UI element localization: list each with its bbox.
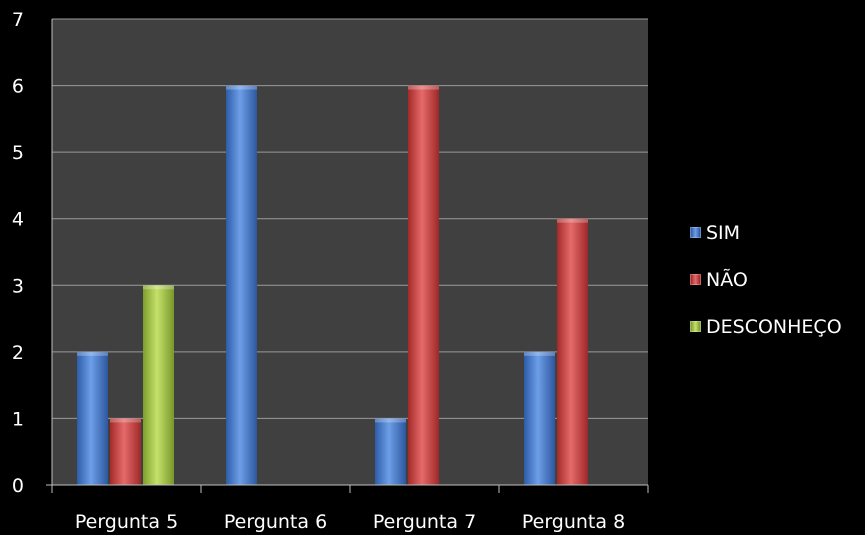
legend-item-sim: SIM (690, 220, 842, 245)
x-tick-label: Pergunta 7 (373, 511, 476, 533)
legend-swatch-desconheco (690, 321, 701, 332)
legend-item-desconheco: DESCONHEÇO (690, 314, 842, 339)
axis-labels: 0 1 2 3 4 5 6 7 Pergunta 5 Pergunta 6 Pergunta 7 Pe… (12, 9, 625, 533)
bar-cap (408, 85, 439, 90)
legend-label-nao: NÃO (706, 268, 748, 291)
bar-cap (143, 285, 174, 290)
y-tick-label: 4 (12, 209, 24, 231)
axes (46, 19, 649, 493)
bar-cap (110, 418, 141, 423)
bar-sim-3 (375, 418, 406, 485)
bar-cap (77, 351, 108, 356)
y-tick-label: 0 (12, 475, 24, 497)
y-tick-label: 7 (12, 9, 24, 31)
y-tick-label: 2 (12, 342, 24, 364)
bar-cap (375, 418, 406, 423)
legend-swatch-sim (690, 227, 701, 238)
bar-no-4 (557, 218, 588, 485)
bar-sim-1 (77, 351, 108, 485)
x-tick-label: Pergunta 6 (224, 511, 327, 533)
bars (77, 85, 588, 486)
y-tick-label: 1 (12, 408, 24, 430)
y-tick-label: 6 (12, 76, 24, 98)
bar-no-1 (110, 418, 141, 485)
legend-item-nao: NÃO (690, 267, 842, 292)
bar-no-3 (408, 85, 439, 486)
y-tick-label: 5 (12, 142, 24, 164)
bar-desconheo-1 (143, 285, 174, 485)
legend-label-desconheco: DESCONHEÇO (706, 315, 842, 338)
legend: SIM NÃO DESCONHEÇO (690, 220, 842, 361)
bar-sim-2 (226, 85, 257, 486)
y-tick-label: 3 (12, 275, 24, 297)
bar-cap (524, 351, 555, 356)
legend-label-sim: SIM (706, 221, 741, 244)
legend-swatch-nao (690, 274, 701, 285)
bar-cap (226, 85, 257, 90)
x-tick-label: Pergunta 5 (75, 511, 178, 533)
bar-sim-4 (524, 351, 555, 485)
x-tick-label: Pergunta 8 (522, 511, 625, 533)
bar-cap (557, 218, 588, 223)
